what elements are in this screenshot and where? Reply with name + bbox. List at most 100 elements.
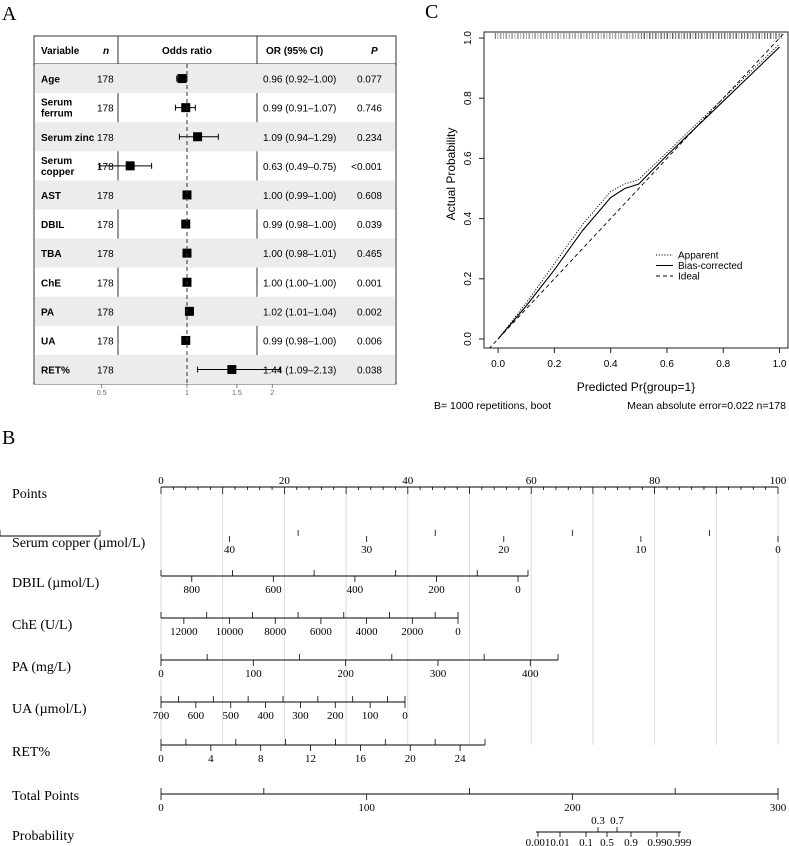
legend-label: Bias-corrected [678, 261, 742, 272]
panel-label-a: A [2, 3, 17, 25]
variable-tick-label: 200 [337, 668, 354, 680]
variable-tick-label: 300 [770, 802, 787, 814]
variable-label: Serum [41, 156, 72, 167]
nomogram-row-label: ChE (U/L) [12, 618, 73, 633]
y-tick-label: 0.6 [463, 151, 474, 165]
panel-label-c: C [425, 1, 438, 23]
variable-label: ferrum [41, 109, 73, 120]
nomogram-row-label: PA (mg/L) [12, 660, 71, 675]
n-value: 178 [97, 278, 114, 289]
variable-tick-label: 0 [402, 710, 408, 722]
variable-tick-label: 2000 [401, 626, 424, 638]
or-ci-text: 0.99 (0.91–1.07) [263, 104, 336, 115]
y-tick-label: 0.8 [463, 91, 474, 105]
variable-label: Serum [41, 98, 72, 109]
y-tick-label: 0.2 [463, 271, 474, 285]
variable-tick-label: 4000 [356, 626, 379, 638]
panel-label-b: B [2, 427, 15, 449]
calibration-line-bias-corrected [497, 46, 780, 340]
probability-tick-label: 0.99 [647, 837, 667, 846]
or-point [181, 219, 191, 229]
variable-tick-label: 6000 [310, 626, 333, 638]
calibration-footer-right: Mean absolute error=0.022 n=178 [627, 400, 786, 412]
probability-tick-label: 0.9 [624, 837, 638, 846]
row-shade [35, 296, 395, 326]
points-tick-label: 60 [526, 475, 538, 487]
probability-tick-label: 0.5 [600, 837, 614, 846]
points-tick-label: 20 [279, 475, 291, 487]
calibration-y-label: Actual Probability [444, 128, 458, 221]
variable-tick-label: 12 [305, 753, 316, 765]
variable-tick-label: 200 [428, 584, 445, 596]
variable-tick-label: 100 [245, 668, 262, 680]
row-shade [35, 64, 395, 94]
calibration-x-label: Predicted Pr{group=1} [577, 380, 695, 394]
variable-tick-label: 8000 [264, 626, 287, 638]
nomogram-row-label: DBIL (µmol/L) [12, 576, 100, 591]
row-shade [35, 238, 395, 268]
variable-label: Serum zinc [41, 133, 95, 144]
or-point [182, 190, 192, 200]
or-axis-tick-label: 1.5 [232, 390, 242, 397]
or-ci-text: 0.99 (0.98–1.00) [263, 336, 336, 347]
variable-tick-label: 20 [405, 753, 417, 765]
p-value: 0.608 [357, 191, 382, 202]
variable-tick-label: 200 [564, 802, 581, 814]
or-point [181, 335, 191, 345]
or-axis-tick-label: 1 [185, 390, 189, 397]
or-ci-text: 0.96 (0.92–1.00) [263, 75, 336, 86]
n-value: 178 [97, 191, 114, 202]
calibration-footer-left: B= 1000 repetitions, boot [434, 400, 551, 412]
or-point [125, 161, 135, 171]
p-value: 0.465 [357, 249, 382, 260]
variable-label: AST [41, 191, 61, 202]
variable-tick-label: 200 [327, 710, 344, 722]
y-tick-label: 0.4 [463, 211, 474, 225]
points-tick-label: 0 [158, 475, 164, 487]
variable-tick-label: 12000 [170, 626, 198, 638]
variable-tick-label: 8 [258, 753, 264, 765]
variable-label: copper [41, 167, 74, 178]
or-ci-text: 1.00 (0.98–1.01) [263, 249, 336, 260]
calibration-frame [483, 31, 789, 349]
legend-label: Apparent [678, 251, 719, 262]
p-value: 0.038 [357, 366, 382, 377]
n-value: 178 [97, 307, 114, 318]
variable-tick-label: 700 [153, 710, 170, 722]
variable-tick-label: 24 [455, 753, 467, 765]
p-value: 0.234 [357, 133, 382, 144]
variable-label: UA [41, 336, 55, 347]
probability-tick-label: 0.999 [667, 837, 692, 846]
variable-tick-label: 0 [455, 626, 461, 638]
variable-tick-label: 600 [188, 710, 205, 722]
or-ci-text: 1.00 (0.99–1.00) [263, 191, 336, 202]
or-point [227, 365, 237, 375]
nomogram-row-label: Total Points [12, 789, 79, 804]
variable-tick-label: 300 [292, 710, 309, 722]
calibration-line-ideal [488, 32, 786, 348]
variable-tick-label: 30 [361, 544, 373, 556]
variable-label: DBIL [41, 220, 64, 231]
p-value: <0.001 [351, 162, 382, 173]
points-tick-label: 40 [402, 475, 414, 487]
or-point [184, 306, 194, 316]
or-point [181, 103, 191, 113]
header-n: n [103, 46, 109, 57]
header-odds-ratio: Odds ratio [162, 46, 212, 57]
variable-tick-label: 800 [184, 584, 201, 596]
p-value: 0.077 [357, 75, 382, 86]
row-shade [35, 180, 395, 210]
variable-tick-label: 16 [355, 753, 367, 765]
header-p: P [371, 46, 378, 57]
or-point [177, 74, 187, 84]
variable-label: ChE [41, 278, 61, 289]
n-value: 178 [97, 249, 114, 260]
variable-tick-label: 0 [515, 584, 521, 596]
rug-marks [494, 33, 782, 39]
variable-tick-label: 0 [775, 544, 781, 556]
n-value: 178 [97, 133, 114, 144]
n-value: 178 [97, 104, 114, 115]
variable-tick-label: 500 [222, 710, 239, 722]
n-value: 178 [97, 366, 114, 377]
